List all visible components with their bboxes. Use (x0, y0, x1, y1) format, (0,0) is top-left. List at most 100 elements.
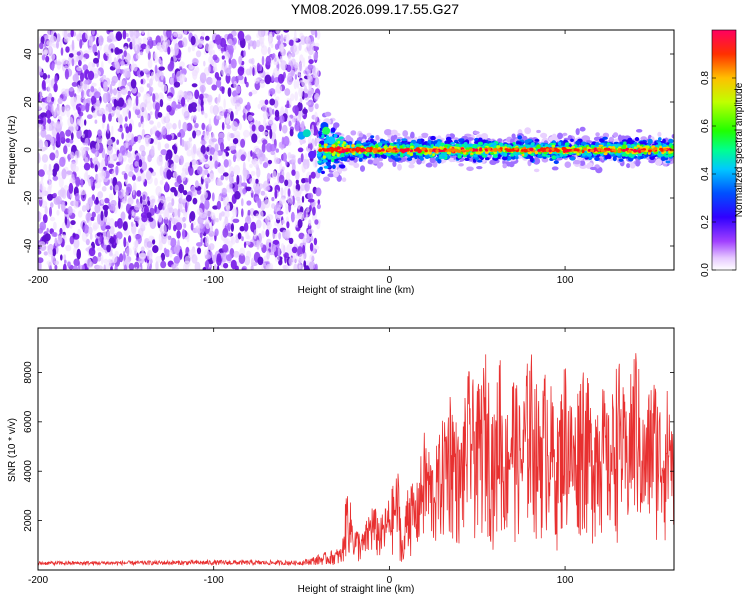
spectrogram-cell (39, 51, 45, 56)
spectrogram-cell (90, 161, 93, 168)
spectrogram-cell (306, 101, 312, 106)
spectrogram-cell (61, 222, 66, 231)
spectrogram-cell (201, 169, 205, 180)
spectrogram-cell (77, 106, 81, 115)
spectrogram-cell (134, 161, 139, 167)
spectrogram-cell (94, 119, 98, 124)
spectrogram-cell (118, 198, 121, 210)
spectrogram-cell (239, 247, 246, 256)
spectrogram-cell (160, 149, 168, 156)
spectrogram-cell (113, 57, 117, 66)
spectrogram-cell (154, 72, 159, 82)
spectrogram-cell (160, 72, 164, 81)
spectrogram-cell (241, 236, 244, 242)
spectrogram-cell (146, 241, 153, 248)
spectrogram-cell (65, 244, 72, 252)
spectrogram-cell (96, 265, 103, 270)
spectrogram-cell (92, 157, 99, 164)
spectrogram-cell (225, 239, 229, 245)
spectrogram-cell (271, 75, 275, 82)
spectrogram-cell (149, 86, 154, 93)
spectrogram-cell (255, 178, 259, 184)
spectrogram-cell (246, 200, 252, 206)
spectrogram-cell (304, 79, 309, 84)
spectrogram-cell (197, 104, 202, 112)
spectrogram-cell (502, 156, 508, 161)
spectrogram-cell (125, 247, 132, 256)
spectrogram-cell (284, 88, 291, 96)
spectrogram-cell (114, 47, 120, 55)
spectrogram-cell (134, 261, 140, 270)
spectrogram-cell (256, 132, 261, 139)
spectrogram-cell (252, 67, 255, 77)
spectrogram-cell (83, 162, 91, 171)
spectrogram-cell (279, 115, 285, 124)
spectrogram-cell (214, 143, 219, 152)
spectrogram-cell (586, 162, 593, 167)
spectrogram-cell (44, 140, 49, 150)
spectrogram-cell (316, 121, 320, 131)
spectrogram-cell (106, 244, 111, 253)
spectrogram-cell (182, 121, 188, 132)
spectrogram-cell (264, 193, 268, 199)
spectrogram-cell (123, 237, 127, 248)
spectrogram-cell (221, 64, 225, 76)
spectrogram-cell (39, 180, 44, 191)
spectrogram-cell (102, 92, 109, 104)
spectrogram-cell (291, 169, 296, 176)
spectrogram-cell (227, 38, 233, 46)
spectrogram-cell (194, 122, 199, 129)
spectrogram-cell (579, 126, 586, 132)
spectrogram-cell (49, 216, 56, 222)
spectrogram-cell (45, 55, 50, 63)
spectrogram-cell (112, 141, 117, 150)
spectrogram-cell (312, 157, 318, 169)
spectrogram-cell (271, 53, 276, 59)
spectrogram-cell (98, 108, 103, 115)
spectrogram-cell (232, 218, 240, 223)
spectrogram-cell (139, 253, 146, 259)
spectrogram-cell (274, 43, 279, 50)
spectrogram-cell (307, 228, 314, 234)
spectrogram-cell (200, 237, 203, 245)
spectrogram-cell (429, 157, 436, 164)
spectrogram-cell (69, 138, 74, 144)
spectrogram-cell (108, 193, 114, 201)
spectrogram-cell (91, 82, 97, 87)
spectrogram-cell (239, 225, 245, 232)
spectrogram-cell (85, 238, 90, 246)
spectrogram-cell (47, 118, 52, 124)
spectrogram-cell (283, 187, 287, 198)
spectrogram-cell (65, 46, 70, 53)
spectrogram-cell (116, 112, 121, 118)
spectrogram-cell (458, 163, 464, 167)
spectrogram-cell (56, 33, 61, 43)
spectrogram-cell (100, 198, 105, 205)
spectrogram-cell (260, 45, 268, 56)
spectrogram-cell (299, 184, 306, 192)
spectrogram-cell (149, 195, 156, 206)
spectrogram-cell (155, 260, 159, 270)
spectrogram-cell (205, 219, 211, 230)
spectrogram-cell (134, 204, 140, 211)
spectrogram-cell (56, 59, 62, 70)
spectrogram-cell (425, 162, 433, 168)
spectrogram-cell (177, 208, 181, 218)
spectrogram-cell (502, 163, 508, 169)
spectrogram-cell (141, 161, 148, 171)
spectrogram-cell (235, 102, 242, 112)
spectrogram-cell (288, 202, 291, 213)
spectrogram-cell (421, 132, 429, 137)
spectrogram-cell (271, 197, 275, 202)
spectrogram-cell (137, 136, 141, 144)
spectrogram-cell (265, 186, 271, 191)
spectrogram-cell (284, 254, 287, 264)
spectrogram-cell (595, 132, 600, 137)
spectrogram-cell (41, 79, 46, 90)
spectrogram-cell (187, 141, 192, 149)
spectrogram-cell (201, 122, 205, 131)
spectrogram-cell (406, 157, 413, 161)
spectrogram-cell (186, 90, 191, 96)
spectrogram-cell (280, 33, 284, 44)
spectrogram-cell (143, 93, 148, 104)
